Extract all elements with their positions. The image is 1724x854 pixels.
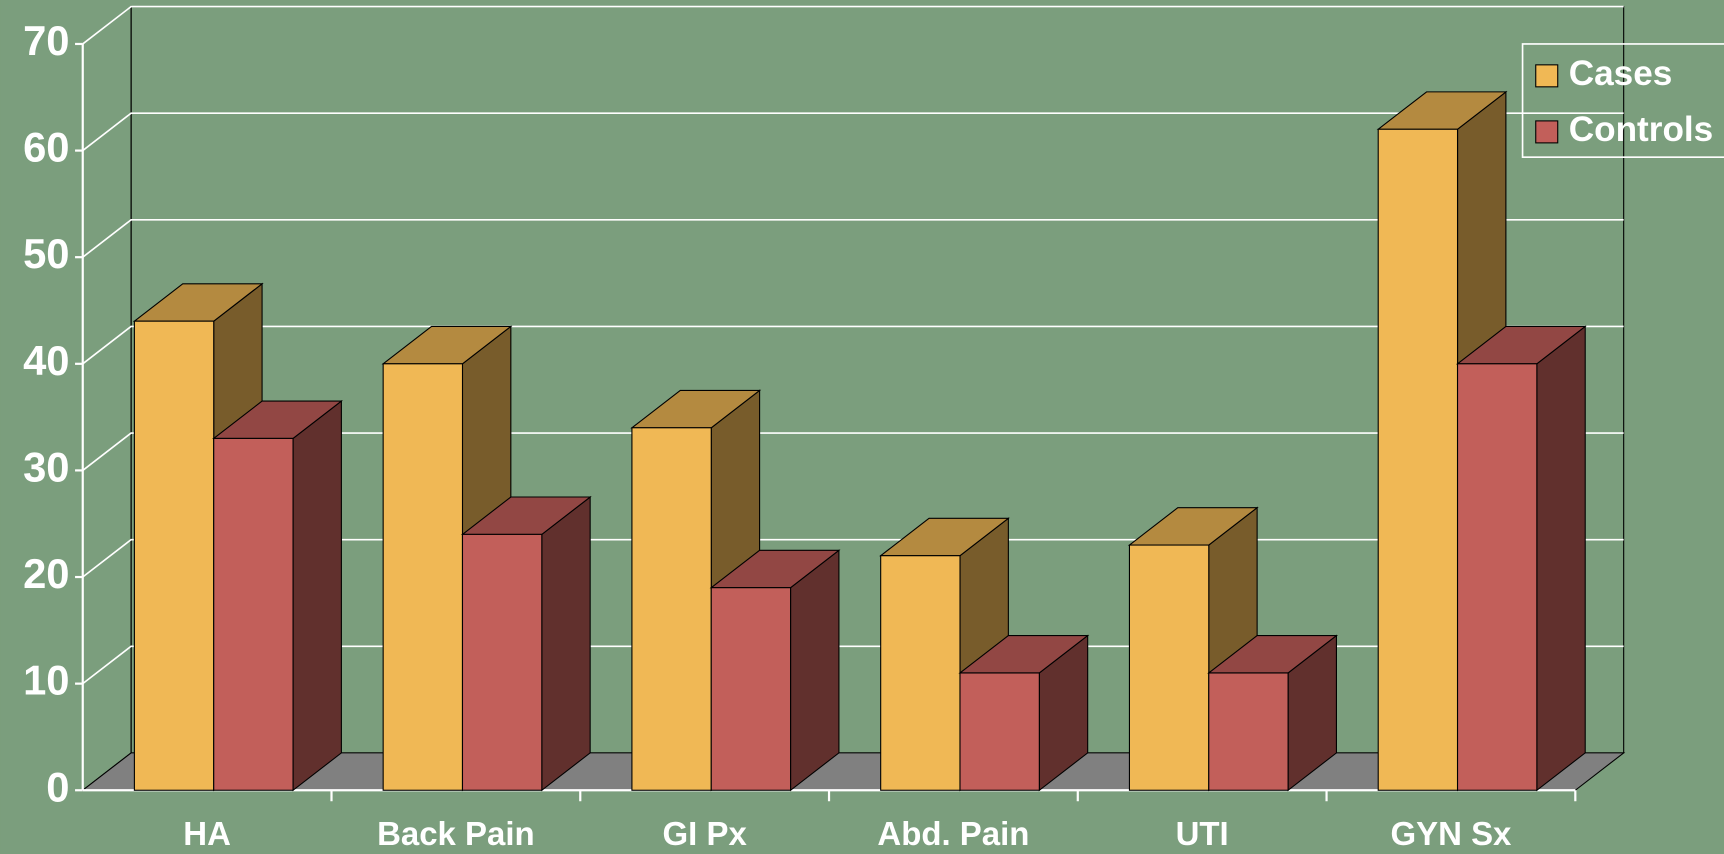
grid-line [82,645,1624,685]
x-tick-label: Back Pain [377,815,535,852]
bar-front [880,555,961,791]
bar-front [959,672,1040,791]
y-tick-label: 0 [46,763,69,810]
x-tick-label: GYN Sx [1390,815,1512,852]
legend-swatch [1535,64,1559,88]
y-tick-label: 10 [23,657,69,704]
bar-front [710,587,792,791]
y-tick-label: 30 [23,443,69,490]
y-tick-label: 20 [23,550,69,597]
bar-front [1456,363,1538,791]
bar-front [1128,544,1210,791]
bar-side [292,399,342,792]
legend-box [1521,43,1724,158]
x-tick-label: UTI [1176,815,1229,852]
bar [1207,634,1339,792]
bar-front [213,437,294,791]
legend-swatch [1535,120,1559,144]
bar-front [631,427,712,791]
grid-line [82,112,1624,152]
bar-side [790,549,840,792]
legend-label: Controls [1569,110,1714,149]
grid-line [82,538,1624,578]
bar-side [1536,325,1586,792]
bar-front [133,320,215,791]
bar-front [382,363,464,791]
bar-side [541,495,591,792]
legend-label: Cases [1569,54,1673,93]
bar-front [1377,128,1459,791]
bar [709,549,841,792]
x-tick-label: Abd. Pain [877,815,1029,852]
grid-line [82,432,1624,472]
bar [1455,325,1587,792]
x-tick-label: HA [183,815,231,852]
y-tick-label: 50 [23,230,69,277]
bar [212,399,344,792]
bar [460,495,592,792]
y-tick-label: 70 [23,17,69,64]
grid-line [82,5,1624,45]
bar-front [1208,672,1289,791]
bar-front [461,533,543,791]
y-tick-label: 60 [23,124,69,171]
y-tick-label: 40 [23,337,69,384]
grid-line [82,218,1624,258]
bar [958,634,1090,792]
x-tick-label: GI Px [662,815,747,852]
grid-line [82,325,1624,365]
